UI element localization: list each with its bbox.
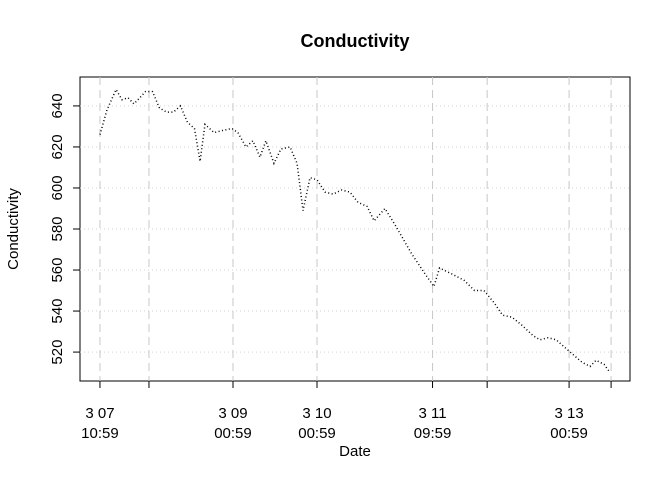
chart-title: Conductivity xyxy=(300,31,409,51)
x-tick-label: 3 10 00:59 xyxy=(298,405,336,442)
y-axis-label: Conductivity xyxy=(5,188,22,270)
y-tick-label: 620 xyxy=(49,134,66,159)
y-tick-label: 540 xyxy=(49,299,66,324)
y-tick-label: 560 xyxy=(49,258,66,283)
x-axis-label: Date xyxy=(339,443,371,460)
plot-frame xyxy=(79,76,631,382)
x-tick-label: 3 13 00:59 xyxy=(550,405,588,442)
y-tick-label: 640 xyxy=(49,93,66,118)
x-tick-label: 3 09 00:59 xyxy=(214,405,252,442)
y-tick-label: 520 xyxy=(49,340,66,365)
x-tick-label: 3 07 10:59 xyxy=(81,405,119,442)
y-tick-label: 600 xyxy=(49,175,66,200)
x-tick-label: 3 11 09:59 xyxy=(414,405,452,442)
y-tick-label: 580 xyxy=(49,216,66,241)
data-line xyxy=(99,87,611,374)
